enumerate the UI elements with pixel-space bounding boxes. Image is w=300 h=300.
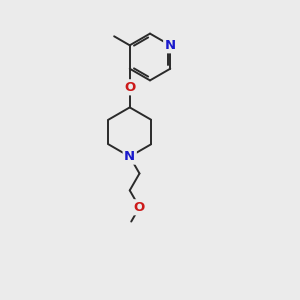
Text: O: O xyxy=(124,81,135,94)
Text: N: N xyxy=(165,39,176,52)
Text: O: O xyxy=(134,201,145,214)
Text: N: N xyxy=(124,150,135,163)
